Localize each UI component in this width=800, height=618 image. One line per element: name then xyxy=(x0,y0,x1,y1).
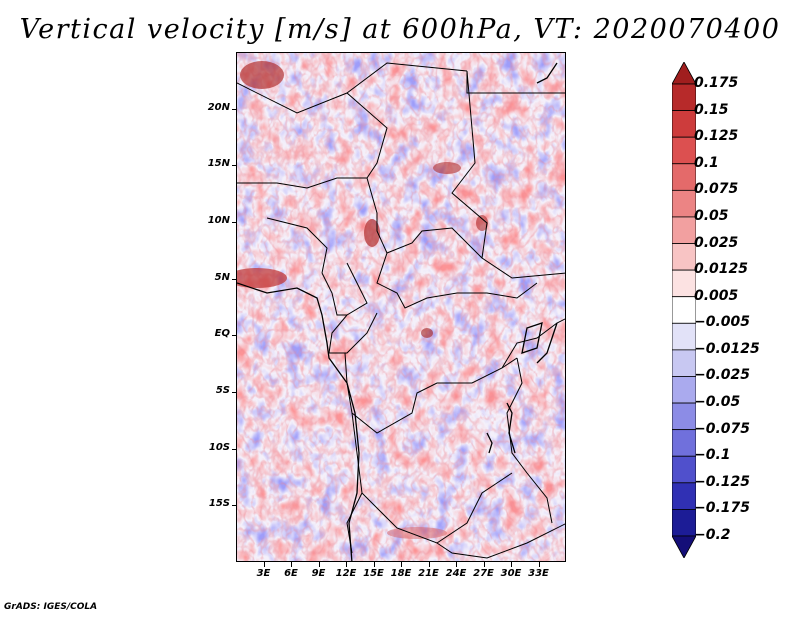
lat-tick-label: 15S xyxy=(208,498,230,510)
lon-tick-label: 18E xyxy=(390,568,412,579)
lon-tick-mark xyxy=(511,562,512,567)
colorbar-label: 0.025 xyxy=(694,234,739,251)
lon-tick-mark xyxy=(291,562,292,567)
colorbar-label: −0.075 xyxy=(694,420,751,437)
country-borders xyxy=(237,62,565,559)
colorbar-label: 0.15 xyxy=(694,101,729,118)
coastlines xyxy=(237,62,558,561)
colorbar-label: −0.1 xyxy=(694,447,731,464)
lon-tick-label: 9E xyxy=(311,568,326,579)
colorbar xyxy=(672,62,696,558)
colorbar-label: 0.125 xyxy=(694,128,739,145)
chart-title: Vertical velocity [m/s] at 600hPa, VT: 2… xyxy=(19,14,781,45)
lat-tick-mark xyxy=(232,165,237,167)
map-frame xyxy=(236,52,566,562)
lat-tick-label: 20N xyxy=(207,101,230,113)
grads-footer: GrADS: IGES/COLA xyxy=(4,602,98,612)
colorbar-swatch xyxy=(672,269,696,298)
lat-tick-mark xyxy=(232,222,237,223)
lon-tick-mark xyxy=(263,562,265,567)
lon-tick-mark xyxy=(401,562,402,567)
colorbar-swatch xyxy=(672,296,696,324)
updraft-hotspot xyxy=(240,61,284,89)
colorbar-label: −0.005 xyxy=(694,314,751,331)
lat-tick-mark xyxy=(232,335,237,337)
lon-tick-mark xyxy=(483,562,485,567)
updraft-hotspot xyxy=(421,328,433,338)
lon-tick-mark xyxy=(373,562,375,567)
colorbar-swatch xyxy=(672,163,696,191)
colorbar-swatch xyxy=(672,376,696,404)
colorbar-label: −0.2 xyxy=(694,527,731,543)
lon-tick-mark xyxy=(456,562,457,567)
colorbar-swatch xyxy=(672,136,696,165)
lat-tick-mark xyxy=(232,392,237,393)
colorbar-label: −0.175 xyxy=(694,500,751,517)
colorbar-swatch xyxy=(672,429,696,457)
lat-tick-label: 5S xyxy=(215,385,230,396)
lon-tick-mark xyxy=(428,562,430,567)
lat-tick-label: 15N xyxy=(207,158,230,170)
lon-tick-label: 6E xyxy=(284,568,298,579)
velocity-detail-field xyxy=(237,53,565,561)
lon-tick-mark xyxy=(318,562,320,567)
lon-tick-label: 27E xyxy=(473,568,494,579)
updraft-hotspot xyxy=(433,162,461,174)
colorbar-label: 0.05 xyxy=(694,207,729,224)
colorbar-label: −0.125 xyxy=(694,473,751,490)
updraft-hotspot xyxy=(387,527,447,539)
updraft-hotspot xyxy=(237,268,287,288)
lon-tick-label: 24E xyxy=(445,568,467,579)
colorbar-swatch xyxy=(672,243,696,271)
colorbar-swatch xyxy=(672,189,696,218)
lat-tick-mark xyxy=(232,505,237,507)
lat-tick-mark xyxy=(232,278,237,280)
lon-tick-label: 30E xyxy=(500,568,522,579)
colorbar-label: 0.075 xyxy=(694,181,739,198)
colorbar-label: −0.05 xyxy=(694,394,741,411)
colorbar-label: 0.175 xyxy=(694,75,739,91)
colorbar-swatch xyxy=(672,216,696,244)
lon-tick-label: 12E xyxy=(335,568,357,579)
lat-tick-mark xyxy=(232,448,237,450)
lat-tick-label: EQ xyxy=(214,328,230,340)
lon-tick-label: 21E xyxy=(418,568,439,579)
colorbar-label: 0.0125 xyxy=(694,261,749,278)
colorbar-swatch xyxy=(672,509,696,537)
colorbar-swatch xyxy=(672,482,696,510)
colorbar-label: 0.005 xyxy=(694,287,739,304)
colorbar-swatch xyxy=(672,349,696,377)
lat-tick-label: 5N xyxy=(214,271,230,283)
lat-tick-mark xyxy=(232,108,237,110)
colorbar-label: −0.0125 xyxy=(694,340,760,357)
colorbar-swatch xyxy=(672,455,696,484)
lon-tick-label: 33E xyxy=(528,568,549,579)
colorbar-swatch xyxy=(672,83,696,111)
colorbar-swatch xyxy=(672,110,696,138)
colorbar-label: 0.1 xyxy=(694,154,719,171)
lon-tick-label: 15E xyxy=(363,568,384,579)
colorbar-swatch xyxy=(672,62,696,85)
updraft-hotspot xyxy=(364,219,380,247)
lat-tick-label: 10N xyxy=(207,215,230,226)
colorbar-swatch xyxy=(672,402,696,431)
colorbar-label: −0.025 xyxy=(694,367,751,384)
lon-tick-mark xyxy=(538,562,540,567)
lat-tick-label: 10S xyxy=(208,441,230,453)
colorbar-swatch xyxy=(672,535,696,558)
colorbar-swatch xyxy=(672,322,696,351)
lon-tick-mark xyxy=(346,562,347,567)
updraft-hotspot xyxy=(476,215,488,231)
velocity-field-map xyxy=(237,53,565,561)
lon-tick-label: 3E xyxy=(256,568,271,579)
